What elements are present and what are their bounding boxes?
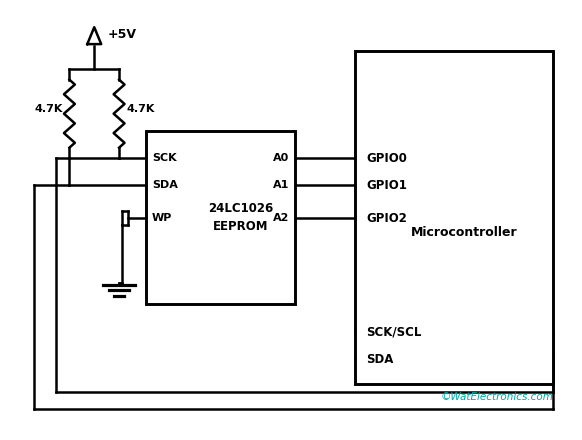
Text: GPIO2: GPIO2 [367, 212, 407, 224]
Text: SCK/SCL: SCK/SCL [367, 326, 422, 339]
Bar [354, 51, 553, 384]
Text: +5V: +5V [107, 28, 136, 40]
Text: SDA: SDA [152, 180, 178, 190]
Text: 4.7K: 4.7K [34, 104, 62, 114]
Text: GPIO1: GPIO1 [367, 179, 407, 192]
Text: A1: A1 [272, 180, 289, 190]
Text: GPIO0: GPIO0 [367, 152, 407, 165]
Text: 24LC1026
EEPROM: 24LC1026 EEPROM [208, 202, 273, 233]
Text: WP: WP [152, 213, 172, 223]
Text: SDA: SDA [367, 352, 394, 366]
Text: A2: A2 [272, 213, 289, 223]
Text: SCK: SCK [152, 154, 176, 163]
Text: Microcontroller: Microcontroller [410, 226, 517, 239]
Text: 4.7K: 4.7K [126, 104, 154, 114]
Bar [146, 131, 295, 304]
Text: A0: A0 [273, 154, 289, 163]
Text: ©WatElectronics.com: ©WatElectronics.com [441, 392, 553, 402]
